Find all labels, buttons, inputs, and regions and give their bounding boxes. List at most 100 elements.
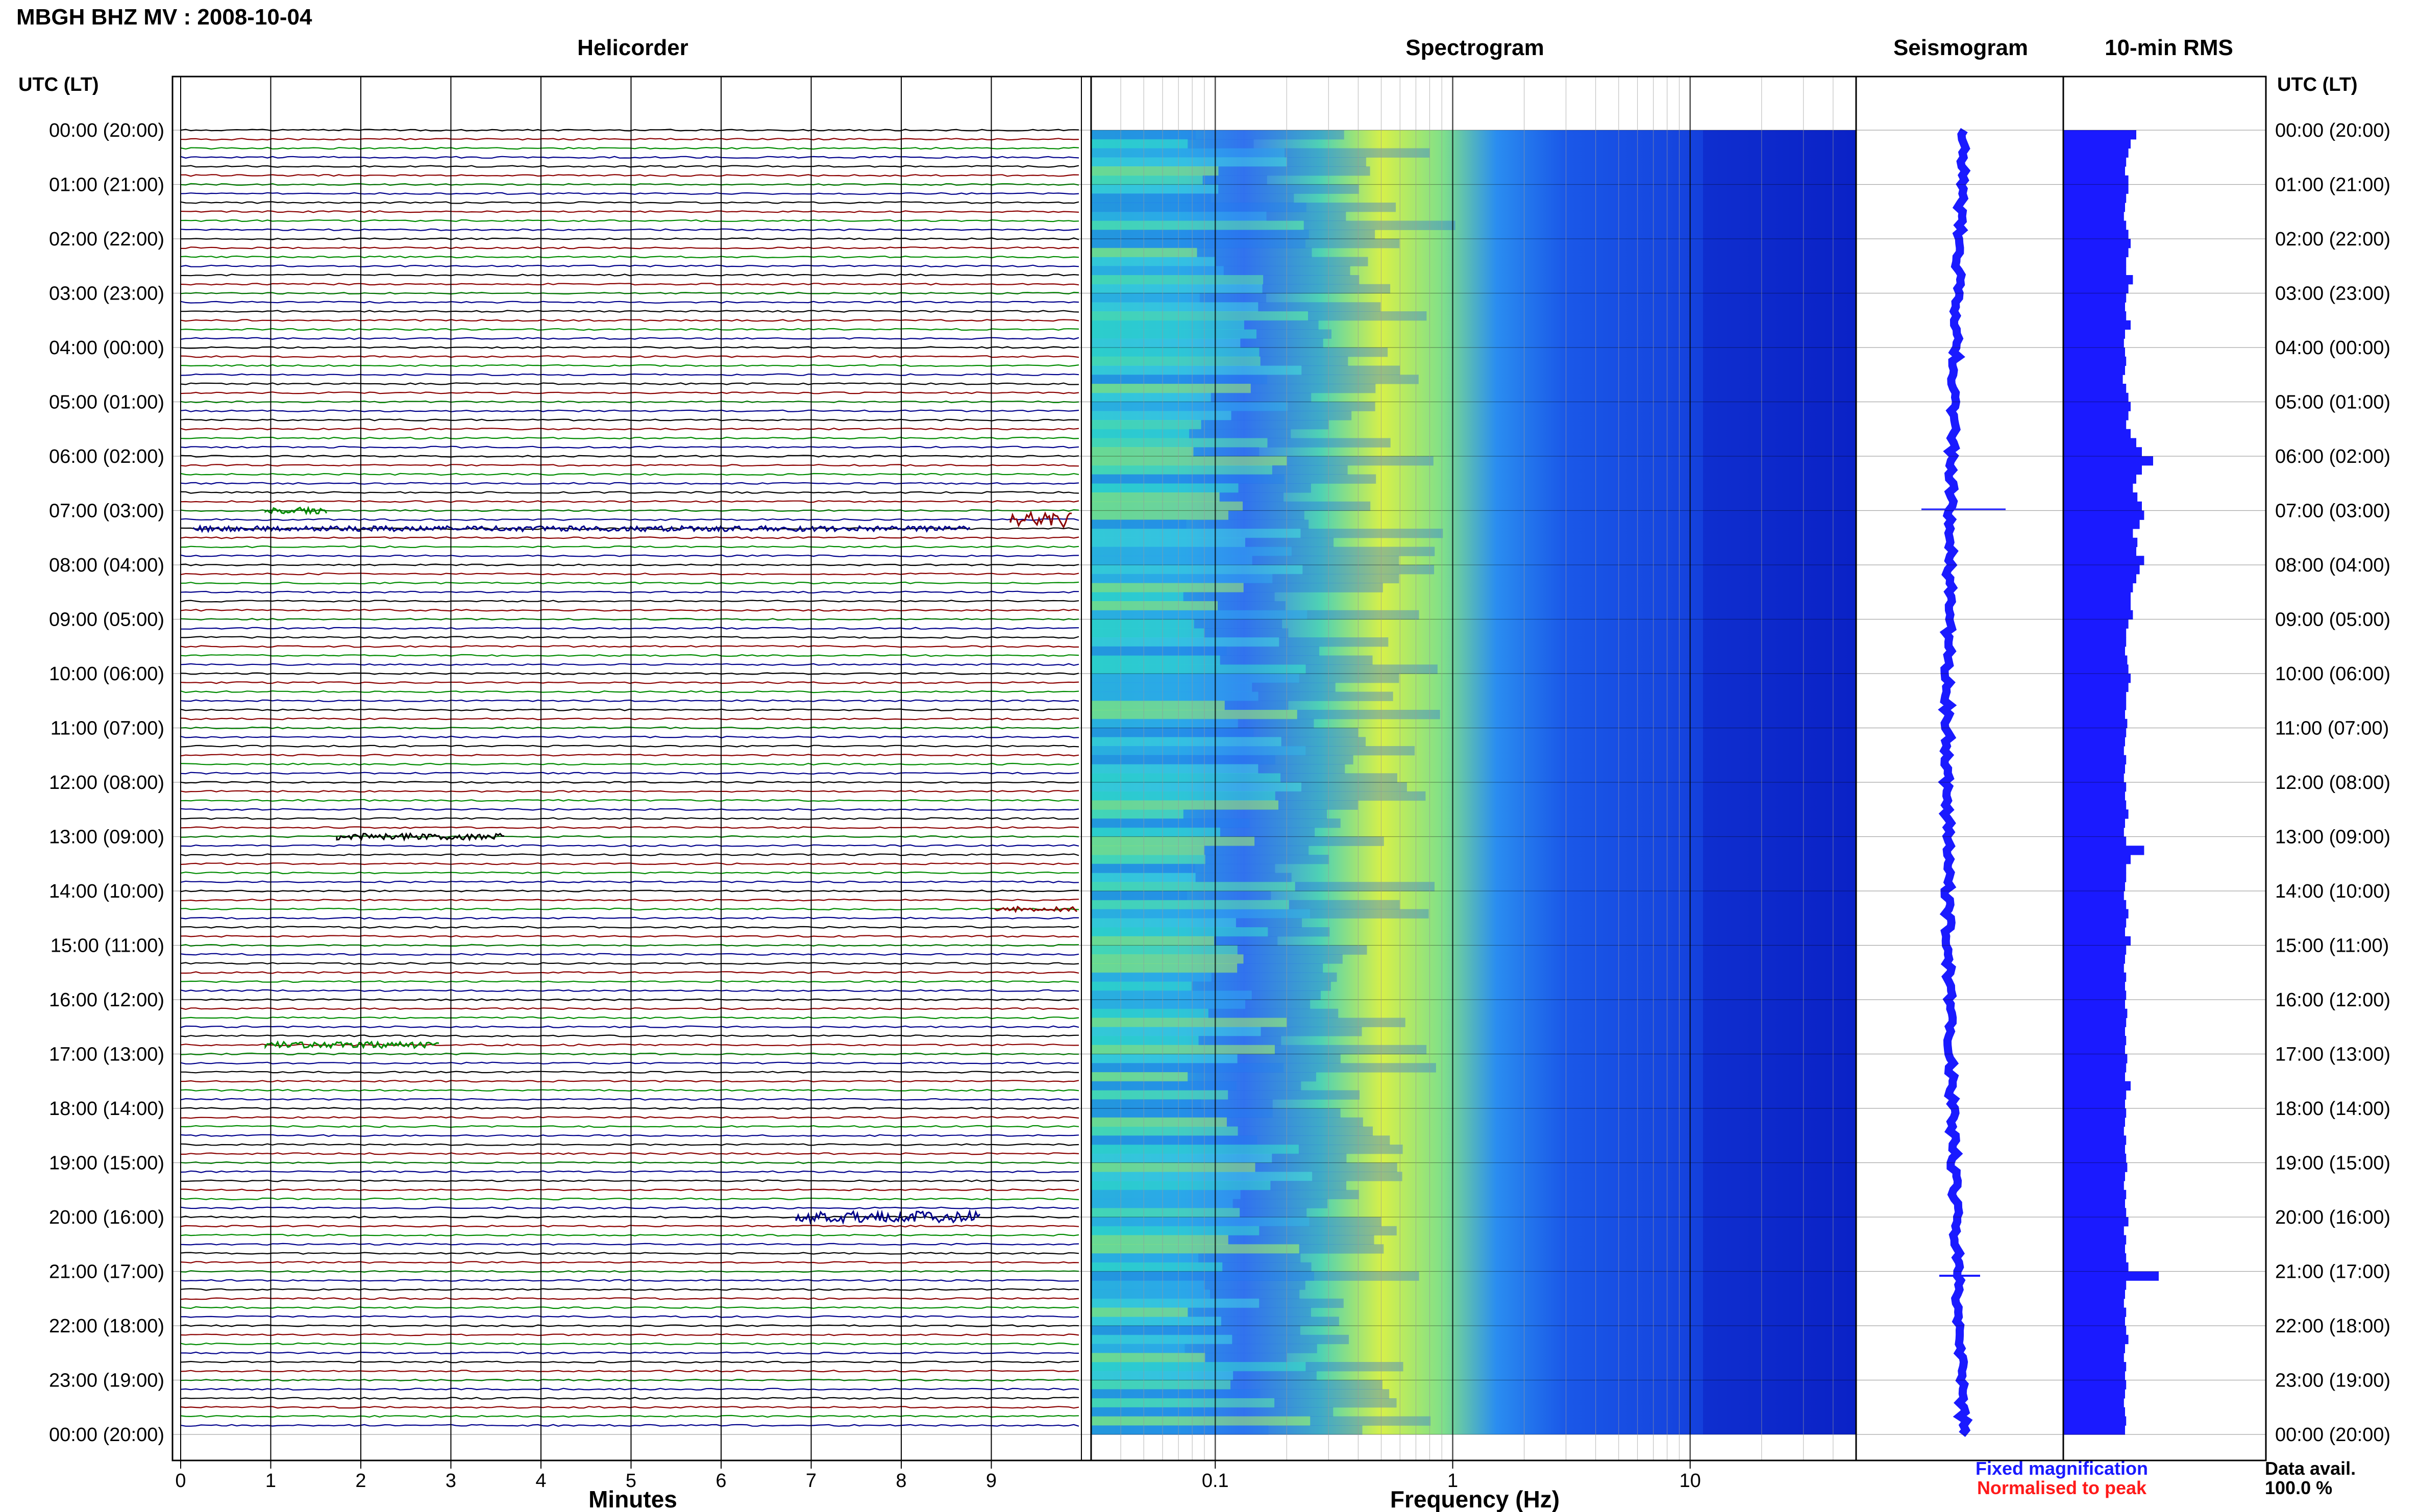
spectrogram-band (1238, 718, 1314, 729)
spectrogram-band (1091, 1126, 1238, 1136)
helicorder-trace-line (180, 1007, 1079, 1010)
helicorder-trace-line (180, 998, 1079, 1001)
time-label-left: 10:00 (06:00) (49, 663, 164, 685)
helicorder-trace-line (180, 1061, 1079, 1064)
spectrogram-band (1244, 320, 1319, 330)
spectrogram-band (1091, 800, 1278, 810)
time-label-right: 18:00 (14:00) (2275, 1098, 2390, 1120)
spectrogram-band (1312, 1172, 1402, 1181)
rms-bar (2063, 1416, 2127, 1426)
helicorder-trace-line (180, 219, 1079, 222)
spectrogram-band (1091, 275, 1264, 285)
spectrogram-band (1218, 601, 1286, 611)
rms-bar (2063, 1189, 2127, 1200)
spectrogram-band (1091, 1189, 1241, 1200)
helicorder-trace-line (180, 1378, 1079, 1382)
spectrogram-band (1091, 1244, 1299, 1254)
spectrogram-band (1288, 402, 1375, 411)
rms-bar (2063, 1298, 2124, 1308)
seismogram-line (1938, 128, 1973, 1437)
spectrogram-band (1091, 1099, 1201, 1109)
helicorder-trace-line (180, 790, 1079, 793)
rms-bar (2063, 429, 2131, 439)
spectrogram-band (1287, 1018, 1405, 1027)
spectrogram-band (1231, 411, 1352, 420)
spectrogram-band (1256, 329, 1331, 339)
spectrogram-band (1091, 1072, 1188, 1082)
helicorder-trace-line (180, 880, 1079, 883)
spectrogram-band (1221, 1317, 1339, 1326)
spectrogram-band (1091, 827, 1220, 837)
rms-bar (2063, 565, 2140, 575)
helicorder-trace-line (180, 536, 1079, 539)
helicorder-trace-line (180, 310, 1079, 313)
helicorder-trace-line (180, 735, 1079, 738)
helicorder-trace-line (180, 573, 1079, 576)
rms-bar (2063, 1054, 2128, 1063)
rms-bar (2063, 293, 2127, 303)
spectrogram-band (1195, 873, 1292, 882)
rms-bar (2063, 619, 2129, 629)
spectrogram-band (1280, 773, 1397, 783)
spectrogram-band (1091, 184, 1219, 194)
rms-bar (2063, 800, 2127, 810)
time-label-left: 12:00 (08:00) (49, 772, 164, 794)
spectrogram-band (1199, 293, 1267, 303)
rms-bar (2063, 1099, 2125, 1109)
helicorder-trace-line (180, 138, 1079, 141)
spectrogram-band (1307, 610, 1419, 620)
spectrogram-band (1091, 1389, 1261, 1399)
spectrogram-band (1091, 728, 1254, 737)
rms-bar (2063, 1027, 2125, 1036)
helicorder-trace-line (180, 391, 1079, 394)
helicorder-trace-line (180, 627, 1079, 630)
rms-bar (2063, 247, 2129, 258)
rms-bar (2063, 1208, 2127, 1218)
spectrogram-band (1091, 402, 1288, 411)
rms-bar (2063, 1326, 2127, 1335)
spectrogram-band (1188, 139, 1254, 149)
spectrogram-band (1091, 193, 1211, 203)
spectrogram-band (1228, 510, 1304, 520)
spectrogram-band (1091, 601, 1218, 611)
rms-bar (2063, 501, 2142, 511)
spectrogram-band (1091, 1407, 1218, 1417)
spectrogram-band (1299, 1244, 1384, 1254)
spectrogram-band (1091, 429, 1190, 439)
spectrogram-band (1091, 882, 1295, 891)
spectrogram-band (1091, 329, 1257, 339)
spectrogram-band (1091, 691, 1258, 701)
helicorder-trace-line (180, 1406, 1079, 1409)
spectrogram-band (1297, 710, 1440, 720)
spectrogram-band (1091, 972, 1212, 982)
spectrogram-band (1091, 139, 1188, 149)
rms-bar (2063, 710, 2125, 720)
spectrogram-band (1091, 1199, 1233, 1208)
spectrogram-band (1091, 130, 1196, 140)
spectrogram-band (1279, 637, 1389, 647)
rms-bar (2063, 782, 2127, 792)
frequency-axis-label: Frequency (Hz) (1390, 1486, 1560, 1512)
spectrogram-band (1091, 1326, 1218, 1335)
spectrogram-band (1091, 900, 1289, 910)
rms-bar (2063, 682, 2129, 692)
spectrogram-band (1091, 1135, 1257, 1145)
helicorder-event (994, 905, 1078, 913)
rms-bar (2063, 556, 2144, 565)
rms-bar (2063, 438, 2136, 448)
rms-bar (2063, 257, 2127, 266)
spectrogram-band (1240, 1189, 1359, 1200)
helicorder-trace-line (180, 1315, 1079, 1318)
helicorder-trace-line (180, 754, 1079, 757)
rms-bar (2063, 139, 2131, 149)
helicorder-trace-line (180, 400, 1079, 404)
time-label-left: 08:00 (04:00) (49, 555, 164, 576)
rms-bar (2063, 447, 2142, 457)
spectrogram-band (1091, 420, 1201, 430)
rms-bar (2063, 1280, 2127, 1290)
legend-normalised-to-peak: Normalised to peak (1977, 1477, 2147, 1498)
helicorder-event (193, 524, 971, 533)
spectrogram-band (1302, 565, 1435, 575)
rms-bar (2063, 990, 2127, 1000)
spectrogram-band (1091, 1362, 1306, 1372)
